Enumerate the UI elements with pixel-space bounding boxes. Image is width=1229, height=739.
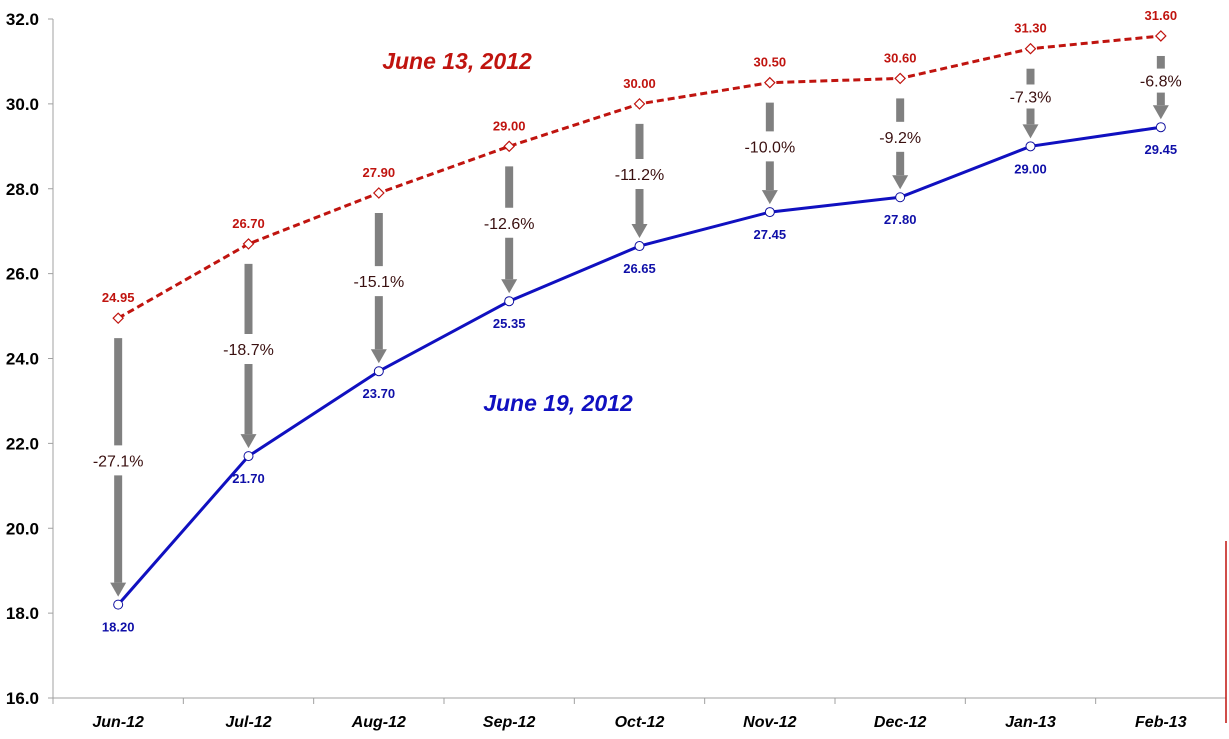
marker-june-13 xyxy=(242,238,255,250)
percent-change-label: -15.1% xyxy=(353,274,404,291)
data-label-june-13: 26.70 xyxy=(232,216,265,231)
series-lines xyxy=(117,34,1162,606)
marker-june-19 xyxy=(764,207,775,218)
marker-june-13 xyxy=(372,187,385,199)
data-label-june-19: 23.70 xyxy=(363,386,396,401)
axes xyxy=(52,19,1227,704)
x-tick-label: Feb-13 xyxy=(1135,714,1187,731)
arrow-head xyxy=(501,279,518,294)
data-label-june-13: 31.60 xyxy=(1145,8,1178,23)
percent-change-label: -12.6% xyxy=(484,216,535,233)
data-label-june-13: 29.00 xyxy=(493,118,526,133)
marker-june-13 xyxy=(633,98,646,110)
percent-change-label: -7.3% xyxy=(1010,90,1052,107)
x-axis-ticks: Jun-12 Jul-12 Aug-12 Sep-12 Oct-12 Nov-12 Dec-… xyxy=(92,714,1186,731)
arrow-head xyxy=(370,349,387,364)
x-tick-label: Jul-12 xyxy=(225,714,271,731)
percent-change-label: -6.8% xyxy=(1140,74,1182,91)
data-label-june-19: 25.35 xyxy=(493,316,526,331)
series-markers xyxy=(112,30,1167,610)
data-label-june-13: 24.95 xyxy=(102,290,135,305)
y-tick-label: 18.0 xyxy=(6,604,39,623)
marker-june-19 xyxy=(243,451,254,462)
percent-change-label: -9.2% xyxy=(879,130,921,147)
x-tick-label: Dec-12 xyxy=(874,714,927,731)
data-label-june-19: 26.65 xyxy=(623,261,656,276)
arrow-head xyxy=(1022,124,1039,139)
data-labels: 24.95 26.70 27.90 29.00 30.00 30.50 30.60 31.30… xyxy=(102,8,1177,635)
data-label-june-13: 30.50 xyxy=(754,55,787,70)
x-tick-label: Jun-12 xyxy=(92,714,144,731)
y-tick-label: 28.0 xyxy=(6,180,39,199)
marker-june-13 xyxy=(503,140,516,153)
data-label-june-13: 31.30 xyxy=(1014,21,1047,36)
arrow-head xyxy=(110,582,127,597)
percent-change-labels: -27.1% -18.7% -15.1% -12.6% -11.2% -10.0% -9.2… xyxy=(93,74,1182,471)
y-tick-label: 16.0 xyxy=(6,689,39,708)
x-tick-label: Oct-12 xyxy=(615,714,665,731)
y-tick-label: 30.0 xyxy=(6,95,39,114)
data-label-june-19: 29.45 xyxy=(1145,142,1178,157)
x-tick-label: Sep-12 xyxy=(483,714,536,731)
arrow-head xyxy=(631,224,648,239)
marker-june-19 xyxy=(504,296,515,307)
data-label-june-19: 18.20 xyxy=(102,620,135,635)
marker-june-13 xyxy=(1154,30,1167,42)
marker-june-19 xyxy=(1025,141,1036,152)
x-tick-label: Nov-12 xyxy=(743,714,796,731)
y-tick-label: 32.0 xyxy=(6,10,39,29)
data-label-june-13: 30.00 xyxy=(623,76,656,91)
y-tick-label: 22.0 xyxy=(6,434,39,453)
data-label-june-13: 30.60 xyxy=(884,50,917,65)
marker-june-13 xyxy=(112,312,125,325)
arrow-head xyxy=(892,175,909,190)
arrow-head xyxy=(1152,105,1169,120)
marker-june-13 xyxy=(894,72,907,85)
marker-june-13 xyxy=(763,76,776,89)
y-tick-label: 20.0 xyxy=(6,519,39,538)
percent-change-label: -27.1% xyxy=(93,453,144,470)
marker-june-19 xyxy=(895,192,906,203)
y-tick-label: 24.0 xyxy=(6,350,39,369)
percent-change-label: -18.7% xyxy=(223,342,274,359)
series-title-june-19: June 19, 2012 xyxy=(483,390,633,416)
arrow-head xyxy=(240,434,257,449)
y-tick-label: 26.0 xyxy=(6,265,39,284)
percent-change-label: -10.0% xyxy=(744,139,795,156)
data-label-june-19: 21.70 xyxy=(232,471,265,486)
percent-change-label: -11.2% xyxy=(615,167,665,184)
marker-june-19 xyxy=(634,241,645,252)
marker-june-13 xyxy=(1024,42,1037,55)
arrow-head xyxy=(761,190,778,205)
data-label-june-19: 29.00 xyxy=(1014,161,1047,176)
marker-june-19 xyxy=(113,599,124,610)
change-arrows xyxy=(110,55,1169,597)
marker-june-19 xyxy=(373,366,384,377)
y-axis-ticks: 16.0 18.0 20.0 22.0 24.0 26.0 28.0 30.0 32.0 xyxy=(6,10,53,708)
data-label-june-13: 27.90 xyxy=(363,165,396,180)
x-tick-label: Jan-13 xyxy=(1005,714,1056,731)
series-title-june-13: June 13, 2012 xyxy=(382,48,532,74)
data-label-june-19: 27.45 xyxy=(754,227,787,242)
marker-june-19 xyxy=(1155,122,1166,133)
x-tick-label: Aug-12 xyxy=(351,714,406,731)
data-label-june-19: 27.80 xyxy=(884,212,917,227)
